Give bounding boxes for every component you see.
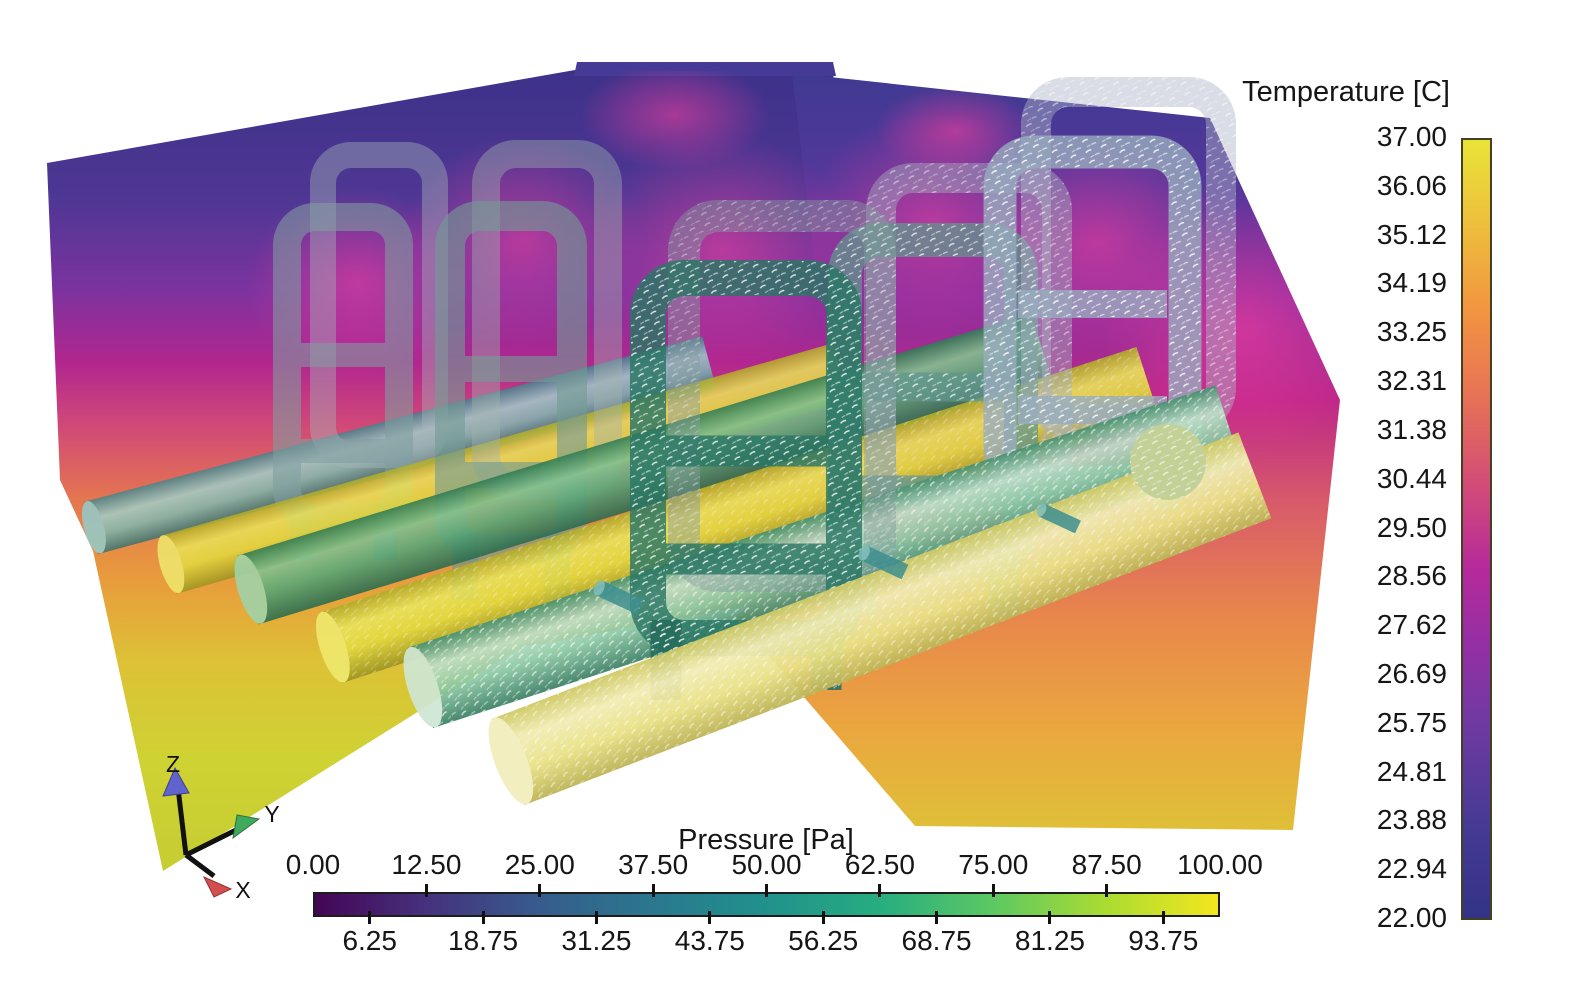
pressure-bottom-tick-label: 31.25 xyxy=(561,925,632,956)
pressure-bottom-tick-label: 81.25 xyxy=(1014,925,1085,956)
pressure-bottom-tick-label: 56.25 xyxy=(788,925,859,956)
temperature-tick-label: 30.44 xyxy=(1376,462,1447,494)
pressure-top-tick-mark xyxy=(878,884,882,897)
pressure-legend-title: Pressure [Pa] xyxy=(678,824,854,856)
temperature-tick-label: 24.81 xyxy=(1376,755,1447,787)
temperature-tick-label: 35.12 xyxy=(1376,218,1447,250)
pressure-bottom-tick-label: 43.75 xyxy=(674,925,745,956)
pressure-top-tick-mark xyxy=(538,884,542,897)
pressure-top-tick-label: 25.00 xyxy=(504,849,575,880)
temperature-legend-title: Temperature [C] xyxy=(1242,76,1450,108)
pressure-top-tick-label: 0.00 xyxy=(285,849,341,880)
temperature-tick-label: 37.00 xyxy=(1376,121,1447,152)
pressure-top-tick-mark xyxy=(991,884,995,897)
y-axis-label: Y xyxy=(264,801,279,827)
pressure-top-tick-label: 75.00 xyxy=(958,849,1029,880)
temperature-tick-label: 29.50 xyxy=(1376,511,1447,543)
z-axis-label: Z xyxy=(166,751,180,777)
axes-widget: Z Y X xyxy=(162,751,280,903)
pressure-bottom-tick-label: 68.75 xyxy=(901,925,972,956)
pressure-top-tick-mark xyxy=(651,884,655,897)
pressure-top-tick-label: 12.50 xyxy=(391,849,462,880)
temperature-tick-label: 32.31 xyxy=(1376,365,1447,397)
temperature-tick-label: 26.69 xyxy=(1376,657,1447,689)
pressure-bottom-tick-label: 18.75 xyxy=(448,925,519,956)
temperature-tick-label: 31.38 xyxy=(1376,413,1447,445)
temperature-tick-label: 28.56 xyxy=(1376,560,1447,592)
pressure-top-tick-mark xyxy=(765,884,768,897)
pressure-bottom-tick-mark xyxy=(594,911,598,924)
temperature-tick-label: 27.62 xyxy=(1376,609,1447,641)
pressure-top-tick-label: 87.50 xyxy=(1071,849,1142,880)
vessel-junction-bulb xyxy=(1130,424,1206,500)
pressure-bottom-tick-mark xyxy=(935,911,939,924)
temperature-tick-label: 34.19 xyxy=(1376,267,1447,299)
temperature-tick-label: 22.00 xyxy=(1376,902,1447,933)
x-axis-label: X xyxy=(235,877,250,903)
pressure-top-tick-label: 37.50 xyxy=(618,849,689,880)
temperature-tick-label: 33.25 xyxy=(1376,316,1447,348)
pressure-top-tick-label: 50.00 xyxy=(731,849,802,880)
z-axis-arrow xyxy=(162,766,190,797)
pressure-bottom-tick-label: 6.25 xyxy=(342,925,397,956)
temperature-tick-label: 23.88 xyxy=(1376,804,1447,836)
temperature-colorbar xyxy=(1461,138,1492,920)
pressure-bottom-tick-mark xyxy=(1048,911,1052,924)
y-axis-arrow xyxy=(232,814,261,840)
pressure-bottom-tick-mark xyxy=(821,911,825,924)
pressure-bottom-tick-label: 93.75 xyxy=(1128,925,1199,956)
pressure-top-tick-mark xyxy=(1105,884,1109,897)
pressure-top-tick-label: 62.50 xyxy=(844,849,915,880)
branch-stubs xyxy=(593,503,1081,615)
pressure-bottom-tick-mark xyxy=(368,911,372,924)
pressure-bottom-tick-mark xyxy=(708,911,712,924)
temperature-tick-label: 36.06 xyxy=(1376,169,1447,201)
x-axis-arrow xyxy=(202,875,233,898)
pressure-top-tick-mark xyxy=(424,884,428,897)
temperature-tick-label: 22.94 xyxy=(1376,853,1447,885)
temperature-tick-label: 25.75 xyxy=(1376,706,1447,738)
pressure-bottom-tick-mark xyxy=(1161,911,1165,924)
vessel-4 xyxy=(316,347,1160,684)
pressure-top-tick-label: 100.00 xyxy=(1177,849,1263,880)
pressure-bottom-tick-mark xyxy=(481,911,485,924)
